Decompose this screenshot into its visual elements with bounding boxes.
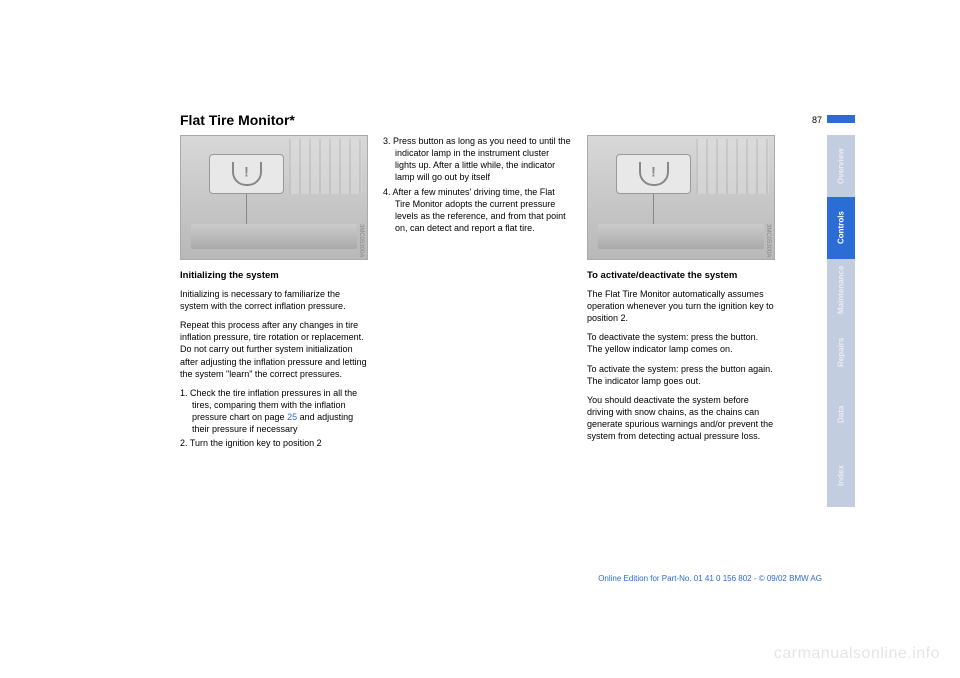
tab-data[interactable]: Data — [827, 383, 855, 445]
watermark: carmanualsonline.info — [774, 645, 940, 663]
list-item-2: 2. Turn the ignition key to position 2 — [180, 437, 368, 449]
list-item-1: 1. Check the tire inflation pressures in… — [180, 387, 368, 436]
paragraph: You should deactivate the system before … — [587, 394, 775, 443]
tab-overview[interactable]: Overview — [827, 135, 855, 197]
paragraph: Repeat this process after any changes in… — [180, 319, 368, 380]
figure-flat-tire-button-1: 3MC05300A — [180, 135, 368, 260]
tab-controls[interactable]: Controls — [827, 197, 855, 259]
page-number: 87 — [812, 115, 822, 125]
figure-code: 3MC05300A — [764, 224, 772, 257]
footer-edition: Online Edition for Part-No. 01 41 0 156 … — [598, 574, 822, 583]
section-tabs: Overview Controls Maintenance Repairs Da… — [827, 135, 855, 507]
column-2: 3. Press button as long as you need to u… — [383, 135, 571, 236]
figure-code: 3MC05300A — [357, 224, 365, 257]
column-3: 3MC05300A To activate/deactivate the sys… — [587, 135, 775, 449]
tab-index[interactable]: Index — [827, 445, 855, 507]
tab-maintenance[interactable]: Maintenance — [827, 259, 855, 321]
list-item-3: 3. Press button as long as you need to u… — [383, 135, 571, 184]
paragraph: Initializing is necessary to familiarize… — [180, 288, 368, 312]
paragraph: The Flat Tire Monitor automatically assu… — [587, 288, 775, 324]
list-item-4: 4. After a few minutes' driving time, th… — [383, 186, 571, 235]
column-1: 3MC05300A Initializing the system Initia… — [180, 135, 368, 452]
tire-pressure-icon — [639, 162, 669, 186]
paragraph: To activate the system: press the button… — [587, 363, 775, 387]
subhead-activate: To activate/deactivate the system — [587, 270, 775, 283]
subhead-initializing: Initializing the system — [180, 270, 368, 283]
page-title: Flat Tire Monitor* — [180, 112, 295, 128]
paragraph: To deactivate the system: press the butt… — [587, 331, 775, 355]
page-link-25[interactable]: 25 — [287, 412, 297, 422]
header-accent-bar — [827, 115, 855, 123]
tire-pressure-icon — [232, 162, 262, 186]
tab-repairs[interactable]: Repairs — [827, 321, 855, 383]
figure-flat-tire-button-2: 3MC05300A — [587, 135, 775, 260]
